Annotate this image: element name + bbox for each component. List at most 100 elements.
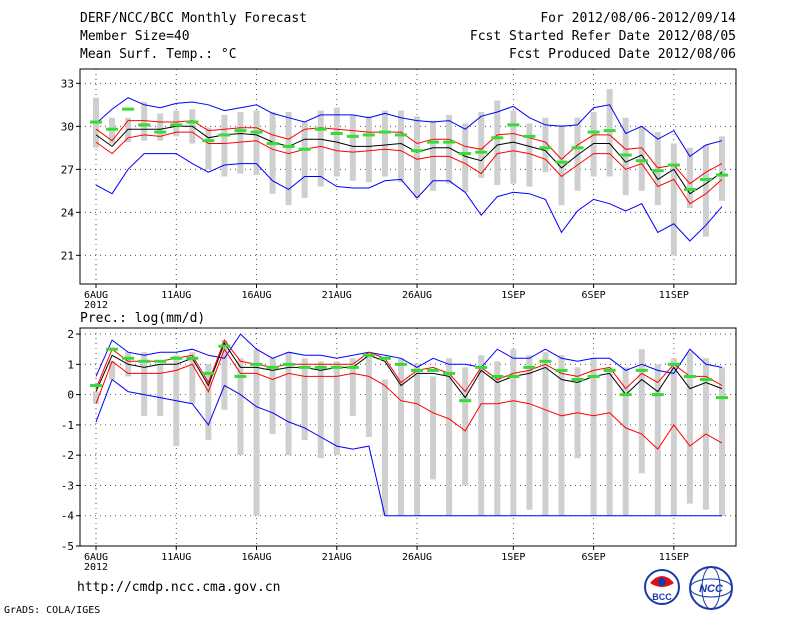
x-tick-label: 11AUG [161, 552, 191, 563]
spread-box [157, 113, 164, 141]
x-tick-label: 26AUG [402, 290, 432, 301]
spread-box [686, 352, 693, 504]
green-marker [234, 374, 247, 378]
x-tick-label: 1SEP [501, 552, 525, 563]
precip-title: Prec.: log(mm/d) [80, 311, 205, 326]
green-marker [587, 374, 600, 378]
green-marker [250, 130, 263, 134]
spread-box [526, 355, 533, 510]
y-tick-label: -2 [61, 449, 74, 462]
green-marker [716, 173, 728, 177]
grads-credit: GrADS: COLA/IGES [4, 605, 101, 616]
spread-box [462, 367, 469, 486]
green-marker [635, 159, 648, 163]
spread-box [446, 114, 453, 184]
y-tick-label: 27 [61, 163, 74, 176]
spread-box [333, 361, 340, 456]
spread-box [558, 355, 565, 516]
green-marker [523, 365, 536, 369]
green-marker [619, 393, 632, 397]
x-tick-label: 6AUG [84, 552, 108, 563]
green-marker [106, 347, 119, 351]
green-marker [699, 177, 712, 181]
green-marker [90, 384, 102, 388]
series-upper-line [95, 120, 723, 185]
spread-box [590, 112, 597, 177]
series-max-line [95, 333, 723, 377]
spread-box [478, 112, 485, 178]
spread-box [446, 358, 453, 516]
spread-box [397, 358, 404, 516]
x-year-label: 2012 [84, 300, 108, 311]
green-marker [667, 163, 680, 167]
green-marker [122, 107, 135, 111]
green-marker [346, 365, 359, 369]
green-marker [619, 153, 632, 157]
green-marker [491, 136, 504, 140]
spread-box [285, 352, 292, 456]
ncc-logo-text: NCC [699, 583, 724, 595]
green-marker [138, 359, 151, 363]
green-marker [459, 399, 472, 403]
green-marker [394, 362, 407, 366]
spread-box [93, 391, 99, 404]
spread-box [430, 376, 437, 480]
spread-box [301, 358, 308, 441]
green-marker [699, 377, 712, 381]
green-marker [202, 139, 215, 143]
spread-box [365, 116, 372, 183]
green-marker [651, 393, 664, 397]
spread-box [510, 110, 517, 184]
green-marker [266, 365, 279, 369]
spread-box [205, 127, 212, 170]
spread-box [365, 352, 372, 437]
series-max-line [95, 97, 723, 158]
y-tick-label: 24 [61, 206, 75, 219]
spread-box [478, 355, 485, 516]
green-marker [314, 127, 327, 131]
spread-box [430, 120, 437, 191]
green-marker [507, 123, 520, 127]
y-tick-label: -4 [61, 510, 75, 523]
green-marker [314, 365, 327, 369]
spread-box [381, 379, 388, 516]
spread-box [574, 117, 581, 191]
y-tick-label: 21 [61, 249, 74, 262]
spread-box [221, 114, 228, 177]
green-marker [330, 132, 343, 135]
green-marker [378, 356, 391, 360]
green-marker [282, 362, 295, 366]
spread-box [269, 112, 276, 194]
green-marker [523, 134, 536, 138]
y-tick-label: 2 [67, 328, 74, 341]
spread-box [141, 101, 148, 141]
green-marker [106, 127, 119, 131]
spread-box [670, 143, 677, 256]
green-marker [378, 130, 391, 134]
green-marker [411, 149, 424, 153]
x-tick-label: 16AUG [241, 290, 271, 301]
green-marker [603, 368, 616, 372]
x-tick-label: 26AUG [402, 552, 432, 563]
spread-box [397, 110, 404, 183]
spread-box [654, 132, 661, 206]
series-min-line [95, 378, 722, 517]
green-marker [218, 133, 231, 137]
member-size: Member Size=40 [80, 29, 190, 44]
x-tick-label: 21AUG [322, 290, 352, 301]
spread-box [638, 126, 645, 191]
spread-box [526, 123, 533, 187]
spread-box [141, 352, 148, 416]
spread-box [317, 110, 324, 187]
spread-box [109, 361, 116, 380]
forecast-period: For 2012/08/06-2012/09/14 [540, 11, 736, 26]
x-tick-label: 11SEP [659, 290, 689, 301]
source-url[interactable]: http://cmdp.ncc.cma.gov.cn [77, 580, 281, 595]
spread-box [253, 349, 260, 516]
green-marker [362, 133, 375, 137]
spread-box [269, 358, 276, 434]
spread-box [494, 361, 501, 516]
green-marker [394, 133, 407, 137]
series-upper-line [95, 339, 723, 393]
